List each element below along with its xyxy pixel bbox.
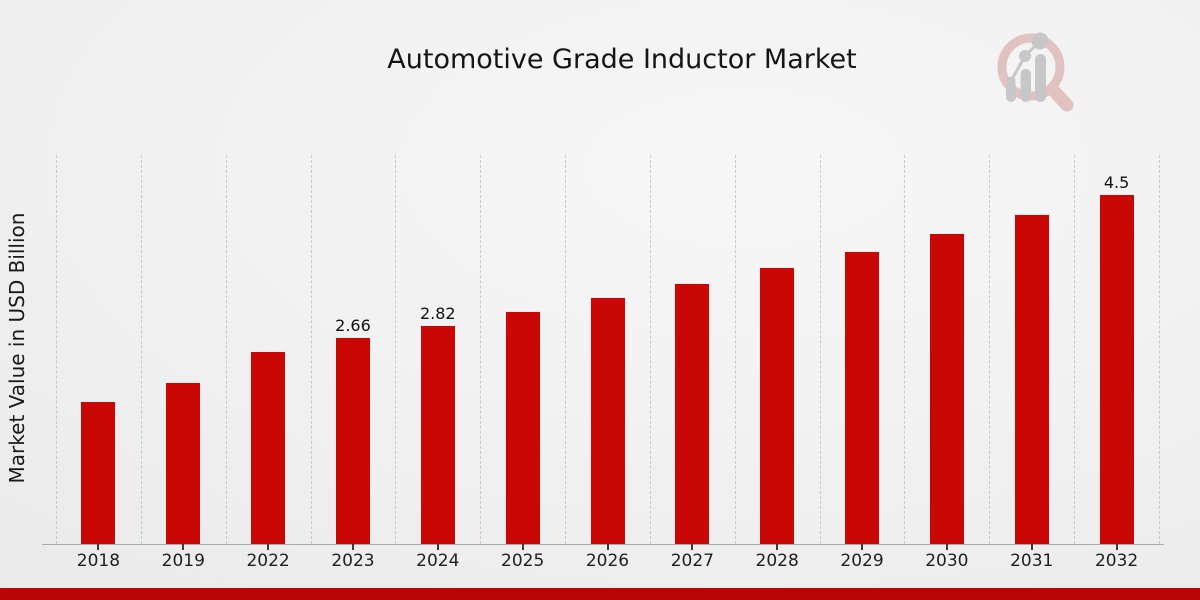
bar-2025: [504, 311, 541, 544]
bar-2029: [844, 250, 881, 544]
bar-2024: [419, 324, 456, 544]
bar-value-label: 2.82: [419, 303, 456, 323]
gridline: [310, 155, 312, 544]
x-tick-label: 2029: [840, 551, 884, 571]
bar-2027: [674, 282, 711, 544]
x-tick-label: 2027: [670, 551, 714, 571]
x-axis-tick: [776, 544, 779, 550]
bar-2018: [80, 400, 117, 544]
x-tick-label: 2030: [925, 551, 969, 571]
bar-2028: [759, 267, 796, 544]
gridline: [904, 155, 906, 544]
x-tick-label: 2032: [1094, 551, 1139, 571]
x-axis-tick: [182, 544, 185, 550]
x-axis-tick: [521, 544, 524, 550]
bar-2023: [334, 337, 371, 544]
footer-accent-band: [0, 588, 1200, 600]
bar-value-label: 4.5: [1103, 172, 1130, 192]
x-tick-label: 2031: [1010, 551, 1054, 571]
x-axis-tick: [945, 544, 948, 550]
market-research-future-logo-icon: [997, 32, 1074, 112]
gridline: [395, 155, 397, 544]
x-axis-tick: [606, 544, 609, 550]
gridline: [565, 155, 567, 544]
x-tick-label: 2024: [416, 551, 460, 571]
gridline: [649, 155, 651, 544]
x-axis-tick: [97, 544, 100, 550]
x-tick-label: 2019: [161, 551, 205, 571]
x-tick-label: 2023: [331, 551, 375, 571]
x-tick-label: 2018: [76, 551, 121, 571]
gridline: [734, 155, 736, 544]
chart-title: Automotive Grade Inductor Market: [387, 44, 857, 75]
bar-2019: [165, 382, 202, 544]
x-tick-label: 2026: [585, 551, 630, 571]
plot-area: 2018 2019 2022 2023 2.66 2024 2.82 2025 2026 2027…: [42, 155, 1164, 571]
x-axis-tick: [267, 544, 270, 550]
gridline: [1159, 155, 1160, 544]
bar-2022: [250, 351, 287, 544]
bar-2032: [1098, 193, 1135, 544]
x-axis-tick: [1115, 544, 1118, 550]
gridline: [989, 155, 991, 544]
x-axis-tick: [436, 544, 439, 550]
bar-2026: [589, 297, 626, 544]
x-axis-tick: [861, 544, 864, 550]
x-tick-label: 2025: [501, 551, 545, 571]
gridline: [819, 155, 821, 544]
gridline: [1074, 155, 1076, 544]
gridline: [140, 155, 142, 544]
x-axis-line: [42, 544, 1164, 545]
x-axis-tick: [691, 544, 694, 550]
x-axis-tick: [351, 544, 354, 550]
x-axis-tick: [1030, 544, 1033, 550]
bar-2031: [1013, 214, 1050, 544]
x-tick-label: 2022: [246, 551, 290, 571]
gridline: [225, 155, 227, 544]
gridline: [56, 155, 57, 544]
x-tick-label: 2028: [755, 551, 799, 571]
bar-value-label: 2.66: [335, 316, 371, 336]
bar-2030: [928, 232, 965, 544]
y-axis-label: Market Value in USD Billion: [5, 212, 29, 484]
gridline: [480, 155, 482, 544]
